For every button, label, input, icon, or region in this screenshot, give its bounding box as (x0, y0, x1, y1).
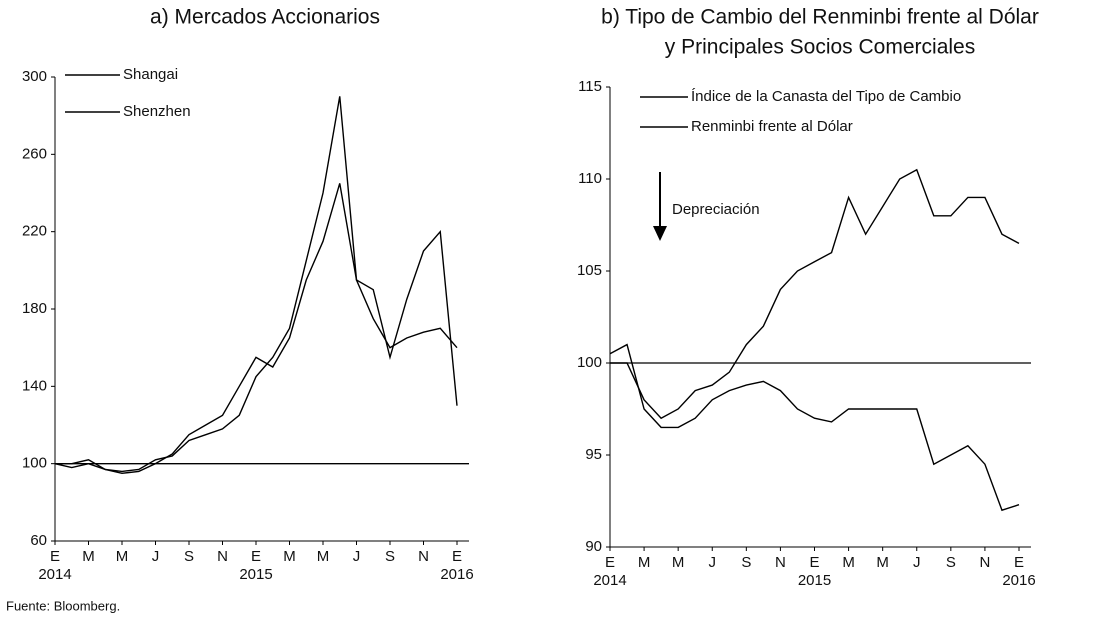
x-tick-label: M (116, 548, 129, 565)
year-label: 2016 (440, 566, 473, 583)
x-tick-label: J (913, 554, 921, 571)
x-tick-label: M (82, 548, 95, 565)
x-tick-label: S (385, 548, 395, 565)
y-tick-label: 60 (30, 532, 47, 549)
chart-title: a) Mercados Accionarios (150, 6, 380, 29)
x-tick-label: N (418, 548, 429, 565)
x-tick-label: J (353, 548, 361, 565)
year-label: 2014 (38, 566, 71, 583)
x-tick-label: M (317, 548, 330, 565)
series-line (610, 168, 1020, 420)
x-tick-label: J (709, 554, 717, 571)
x-tick-label: E (452, 548, 462, 565)
x-tick-label: N (775, 554, 786, 571)
y-tick-label: 220 (22, 223, 47, 240)
y-tick-label: 95 (585, 446, 602, 463)
y-tick-label: 140 (22, 377, 47, 394)
y-tick-label: 90 (585, 538, 602, 555)
year-label: 2015 (798, 572, 831, 589)
y-tick-label: 110 (578, 170, 602, 187)
chart-title: y Principales Socios Comerciales (665, 36, 975, 59)
legend-label: Renminbi frente al Dólar (691, 118, 853, 135)
x-tick-label: M (638, 554, 651, 571)
chart-title: b) Tipo de Cambio del Renminbi frente al… (601, 6, 1039, 29)
x-tick-label: M (876, 554, 889, 571)
x-tick-label: E (605, 554, 615, 571)
source-note: Fuente: Bloomberg. (6, 598, 120, 613)
y-tick-label: 300 (22, 68, 47, 85)
x-tick-label: M (672, 554, 685, 571)
series-line (54, 183, 458, 475)
x-tick-label: M (283, 548, 296, 565)
x-tick-label: N (217, 548, 228, 565)
x-tick-label: S (741, 554, 751, 571)
x-tick-label: J (152, 548, 160, 565)
y-tick-label: 115 (578, 78, 602, 95)
y-tick-label: 105 (577, 262, 602, 279)
year-label: 2016 (1002, 572, 1035, 589)
x-tick-label: M (842, 554, 855, 571)
x-tick-label: E (809, 554, 819, 571)
x-tick-label: E (1014, 554, 1024, 571)
legend-label: Shangai (123, 66, 178, 83)
annotation: Depreciación (672, 201, 760, 218)
series-line (55, 96, 458, 473)
y-tick-label: 260 (22, 145, 47, 162)
legend-label: Shenzhen (123, 103, 191, 120)
series-line (609, 343, 1020, 512)
x-tick-label: N (979, 554, 990, 571)
y-tick-label: 100 (22, 455, 47, 472)
x-tick-label: S (946, 554, 956, 571)
arrow (653, 172, 667, 241)
x-tick-label: S (184, 548, 194, 565)
x-tick-label: E (251, 548, 261, 565)
y-tick-label: 100 (577, 354, 602, 371)
legend-label: Índice de la Canasta del Tipo de Cambio (691, 88, 961, 105)
year-label: 2015 (239, 566, 272, 583)
y-tick-label: 180 (22, 300, 47, 317)
x-tick-label: E (50, 548, 60, 565)
year-label: 2014 (593, 572, 626, 589)
